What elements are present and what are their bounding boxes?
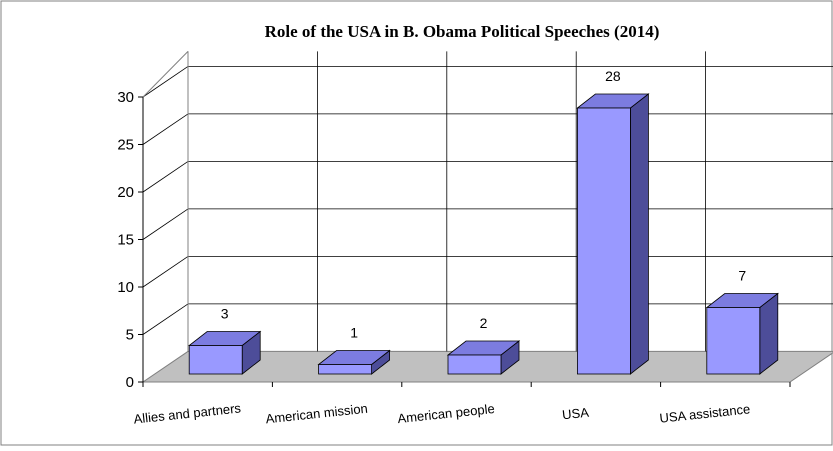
data-labels: 3 1 2 28 7: [221, 68, 747, 341]
bar: [317, 349, 391, 375]
gridlines: [142, 51, 833, 352]
bar: [705, 292, 779, 375]
bar: [188, 330, 262, 375]
gridline-diagonal: [142, 161, 189, 193]
category-label: USA: [561, 405, 589, 423]
chart-title: Role of the USA in B. Obama Political Sp…: [265, 22, 660, 41]
data-label: 1: [350, 325, 358, 341]
bar-front: [318, 364, 373, 375]
gridline-diagonal: [142, 113, 189, 145]
gridline-diagonal: [142, 303, 189, 335]
y-tick-label: 5: [126, 327, 134, 344]
gridline-diagonal: [142, 208, 189, 240]
bars: [188, 93, 779, 375]
gridline-diagonal: [142, 66, 189, 98]
data-label: 2: [480, 315, 488, 331]
side-wall-edge: [142, 51, 189, 98]
y-tick-label: 30: [117, 89, 134, 106]
gridline-diagonal: [142, 256, 189, 288]
bar-front: [447, 354, 502, 375]
bar-side: [630, 93, 649, 375]
y-tick-label: 20: [117, 184, 134, 201]
data-label: 7: [738, 268, 746, 284]
y-tick-label: 0: [126, 374, 134, 391]
bar-front: [706, 307, 761, 375]
y-tick-label: 25: [117, 137, 134, 154]
y-tick-label: 15: [117, 232, 134, 249]
data-label: 28: [605, 68, 621, 84]
bar-front: [188, 345, 243, 375]
bar: [576, 93, 650, 375]
bar: [446, 340, 521, 375]
y-axis: 0 5 10 15 20 25 30: [117, 89, 791, 391]
y-tick-label: 10: [117, 279, 134, 296]
data-label: 3: [221, 306, 229, 322]
bar-front: [577, 107, 631, 375]
